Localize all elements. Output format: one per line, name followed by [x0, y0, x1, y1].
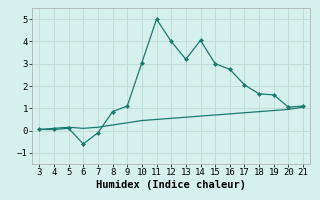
X-axis label: Humidex (Indice chaleur): Humidex (Indice chaleur) — [96, 180, 246, 190]
